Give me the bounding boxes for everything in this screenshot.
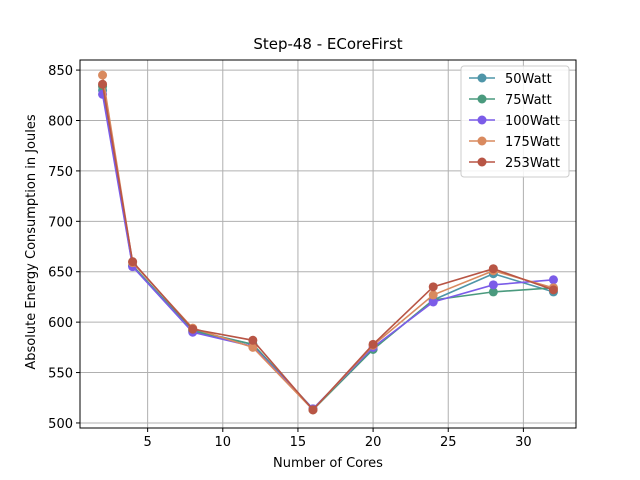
data-point bbox=[98, 70, 108, 80]
legend-label: 50Watt bbox=[505, 72, 552, 87]
legend-item: 253Watt bbox=[469, 156, 560, 171]
data-point bbox=[428, 282, 438, 292]
legend-label: 253Watt bbox=[505, 156, 560, 171]
x-tick-label: 20 bbox=[365, 435, 382, 450]
data-point bbox=[548, 275, 558, 285]
x-tick-label: 25 bbox=[440, 435, 457, 450]
legend-label: 75Watt bbox=[505, 93, 552, 108]
x-tick-label: 30 bbox=[515, 435, 532, 450]
data-point bbox=[428, 290, 438, 300]
legend-swatch-marker bbox=[477, 157, 487, 167]
legend-item: 175Watt bbox=[469, 135, 560, 150]
data-point bbox=[488, 280, 498, 290]
data-point bbox=[488, 287, 498, 297]
y-tick-label: 600 bbox=[48, 316, 73, 331]
y-tick-label: 850 bbox=[48, 64, 73, 79]
data-point bbox=[248, 335, 258, 345]
y-tick-label: 700 bbox=[48, 215, 73, 230]
series-253watt bbox=[98, 79, 558, 415]
data-point bbox=[188, 324, 198, 334]
y-tick-label: 750 bbox=[48, 165, 73, 180]
legend-swatch-marker bbox=[477, 115, 487, 125]
data-point bbox=[548, 285, 558, 295]
data-point bbox=[428, 297, 438, 307]
legend-swatch-marker bbox=[477, 73, 487, 83]
x-axis: 5 10 15 20 25 30 bbox=[143, 428, 532, 450]
series-group bbox=[98, 70, 558, 415]
x-axis-title: Number of Cores bbox=[273, 456, 383, 471]
data-point bbox=[488, 264, 498, 274]
y-tick-label: 550 bbox=[48, 367, 73, 382]
legend-item: 100Watt bbox=[469, 114, 560, 129]
legend: 50Watt 75Watt 100Watt 175Watt 253Watt bbox=[460, 65, 570, 178]
legend-item: 50Watt bbox=[469, 72, 552, 87]
plot-frame bbox=[79, 59, 577, 429]
y-axis: 500 550 600 650 700 750 800 850 bbox=[48, 64, 80, 432]
legend-item: 75Watt bbox=[469, 93, 552, 108]
y-tick-label: 800 bbox=[48, 114, 73, 129]
x-tick-label: 15 bbox=[290, 435, 307, 450]
data-point bbox=[368, 339, 378, 349]
y-axis-title: Absolute Energy Consumption in Joules bbox=[24, 114, 39, 369]
legend-box bbox=[460, 65, 570, 178]
legend-label: 100Watt bbox=[505, 114, 560, 129]
data-point bbox=[248, 342, 258, 352]
data-point bbox=[308, 405, 318, 415]
x-tick-label: 10 bbox=[215, 435, 232, 450]
legend-swatch-marker bbox=[477, 94, 487, 104]
data-point bbox=[98, 79, 108, 89]
chart-title: Step-48 - ECoreFirst bbox=[253, 35, 402, 53]
data-point bbox=[128, 257, 138, 267]
legend-swatch-marker bbox=[477, 136, 487, 146]
y-tick-label: 500 bbox=[48, 417, 73, 432]
legend-label: 175Watt bbox=[505, 135, 560, 150]
x-tick-label: 5 bbox=[143, 435, 151, 450]
y-tick-label: 650 bbox=[48, 266, 73, 281]
